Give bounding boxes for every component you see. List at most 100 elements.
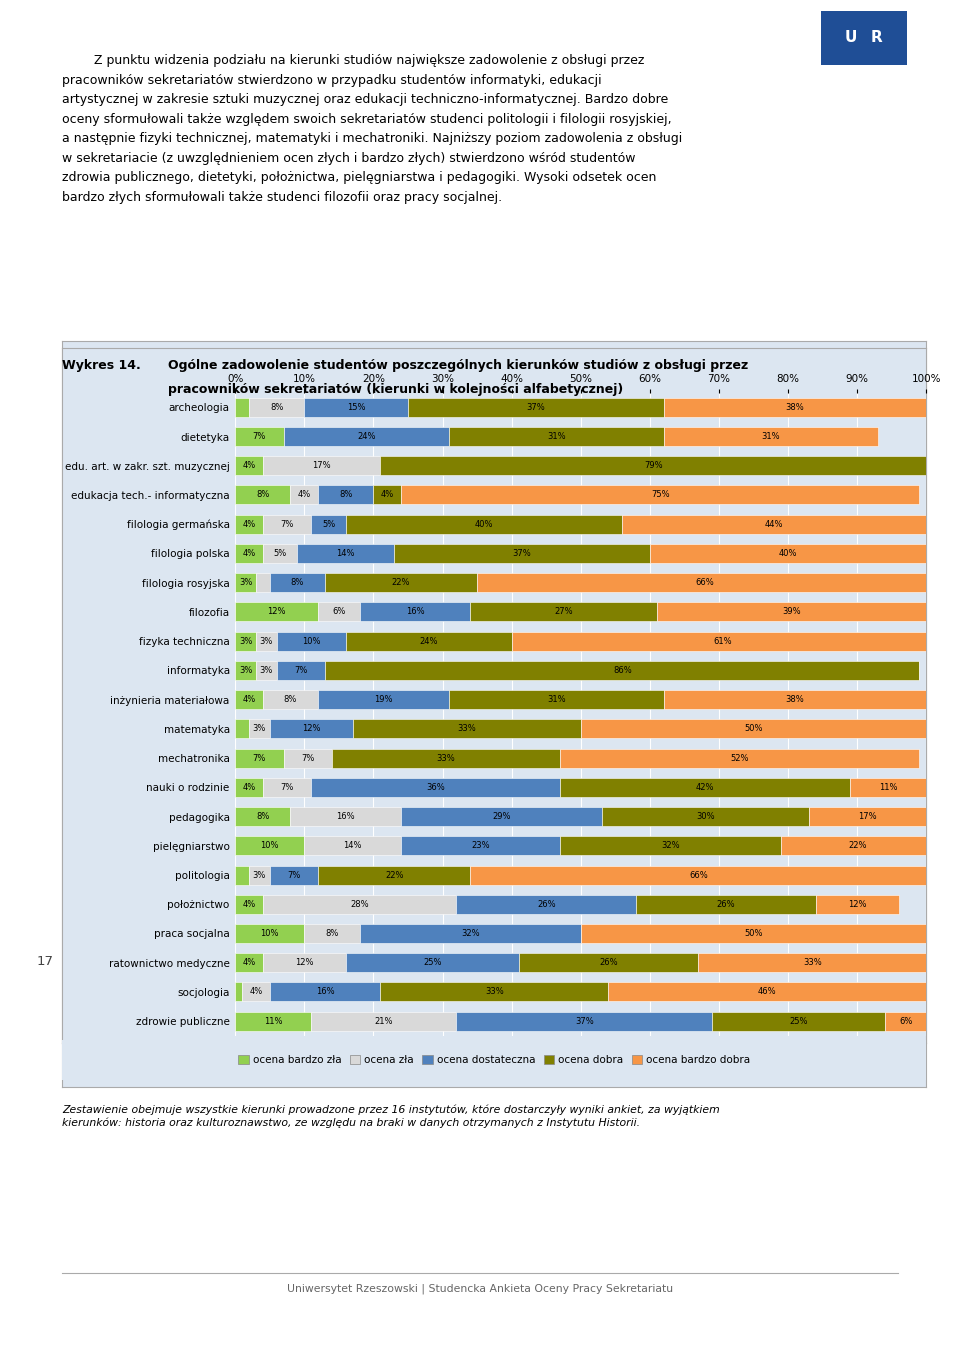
Bar — [249, 865, 270, 884]
Bar — [346, 515, 622, 533]
Text: 4%: 4% — [242, 959, 255, 967]
Text: 16%: 16% — [316, 987, 334, 997]
Bar — [318, 603, 360, 621]
Text: 3%: 3% — [239, 666, 252, 674]
Text: U: U — [845, 30, 857, 46]
Text: 32%: 32% — [461, 929, 480, 938]
Text: 8%: 8% — [284, 695, 298, 704]
Bar — [291, 486, 318, 505]
Bar — [809, 807, 926, 826]
Text: 11%: 11% — [264, 1017, 282, 1026]
Bar — [235, 398, 249, 417]
Bar — [352, 719, 581, 738]
Text: 12%: 12% — [268, 608, 286, 616]
Text: 31%: 31% — [761, 432, 780, 441]
Bar — [401, 837, 560, 856]
Text: 17: 17 — [36, 955, 54, 968]
Bar — [249, 398, 304, 417]
Bar — [298, 544, 395, 563]
Text: 4%: 4% — [242, 548, 255, 558]
Bar — [602, 807, 809, 826]
Text: 4%: 4% — [242, 783, 255, 792]
Text: 4%: 4% — [242, 520, 255, 528]
Bar — [325, 573, 477, 592]
Bar — [304, 923, 360, 942]
Bar — [318, 486, 373, 505]
Text: 7%: 7% — [287, 871, 300, 880]
Bar — [560, 777, 851, 796]
Bar — [235, 515, 263, 533]
Bar — [256, 661, 276, 680]
Text: 12%: 12% — [848, 900, 867, 909]
Text: 10%: 10% — [260, 841, 279, 850]
Text: 31%: 31% — [547, 695, 566, 704]
Bar — [235, 603, 318, 621]
Text: 23%: 23% — [471, 841, 490, 850]
Bar — [249, 719, 270, 738]
Bar — [235, 661, 256, 680]
Text: 10%: 10% — [302, 636, 321, 646]
Text: 22%: 22% — [385, 871, 403, 880]
Text: 4%: 4% — [242, 900, 255, 909]
Text: Z punktu widzenia podziału na kierunki studiów największe zadowolenie z obsługi : Z punktu widzenia podziału na kierunki s… — [62, 54, 683, 203]
Text: 33%: 33% — [457, 724, 476, 734]
Text: 25%: 25% — [789, 1017, 807, 1026]
Text: 8%: 8% — [256, 812, 270, 821]
Text: 3%: 3% — [252, 724, 266, 734]
Text: 14%: 14% — [344, 841, 362, 850]
Bar — [263, 777, 311, 796]
Text: 6%: 6% — [332, 608, 346, 616]
Bar — [885, 1011, 926, 1030]
Text: 8%: 8% — [339, 490, 352, 500]
Bar — [235, 456, 263, 475]
Bar — [560, 749, 920, 768]
Text: 7%: 7% — [252, 754, 266, 762]
Bar — [235, 486, 291, 505]
Bar — [380, 983, 609, 1002]
Text: 52%: 52% — [731, 754, 749, 762]
Text: 11%: 11% — [879, 783, 898, 792]
Text: 28%: 28% — [350, 900, 369, 909]
Text: 50%: 50% — [744, 724, 763, 734]
Text: 3%: 3% — [259, 666, 273, 674]
Text: 12%: 12% — [302, 724, 321, 734]
Bar — [256, 632, 276, 651]
Text: 61%: 61% — [713, 636, 732, 646]
Text: 36%: 36% — [426, 783, 445, 792]
Bar — [263, 456, 380, 475]
Bar — [456, 1011, 712, 1030]
Text: 39%: 39% — [782, 608, 801, 616]
Bar — [318, 691, 449, 709]
Bar — [235, 837, 304, 856]
Text: 33%: 33% — [803, 959, 822, 967]
Bar — [401, 486, 920, 505]
Bar — [622, 515, 926, 533]
Text: 7%: 7% — [280, 783, 294, 792]
Bar — [291, 807, 401, 826]
Text: 26%: 26% — [537, 900, 556, 909]
Bar — [512, 632, 933, 651]
Bar — [360, 603, 470, 621]
Bar — [395, 544, 650, 563]
Bar — [408, 398, 663, 417]
Text: 4%: 4% — [250, 987, 263, 997]
Text: 8%: 8% — [325, 929, 339, 938]
Bar — [449, 691, 663, 709]
Bar — [373, 486, 401, 505]
Bar — [663, 427, 878, 445]
Text: Uniwersytet Rzeszowski | Studencka Ankieta Oceny Pracy Sekretariatu: Uniwersytet Rzeszowski | Studencka Ankie… — [287, 1284, 673, 1294]
Text: 79%: 79% — [644, 462, 662, 470]
Bar — [235, 895, 263, 914]
Bar — [304, 398, 408, 417]
Bar — [270, 573, 325, 592]
Text: 4%: 4% — [242, 695, 255, 704]
Bar — [346, 953, 518, 972]
Text: 4%: 4% — [242, 462, 255, 470]
Bar — [283, 427, 449, 445]
Text: 22%: 22% — [848, 841, 867, 850]
Text: 75%: 75% — [651, 490, 670, 500]
Text: 31%: 31% — [547, 432, 566, 441]
Bar — [304, 837, 401, 856]
Text: 32%: 32% — [661, 841, 680, 850]
Bar — [581, 923, 926, 942]
